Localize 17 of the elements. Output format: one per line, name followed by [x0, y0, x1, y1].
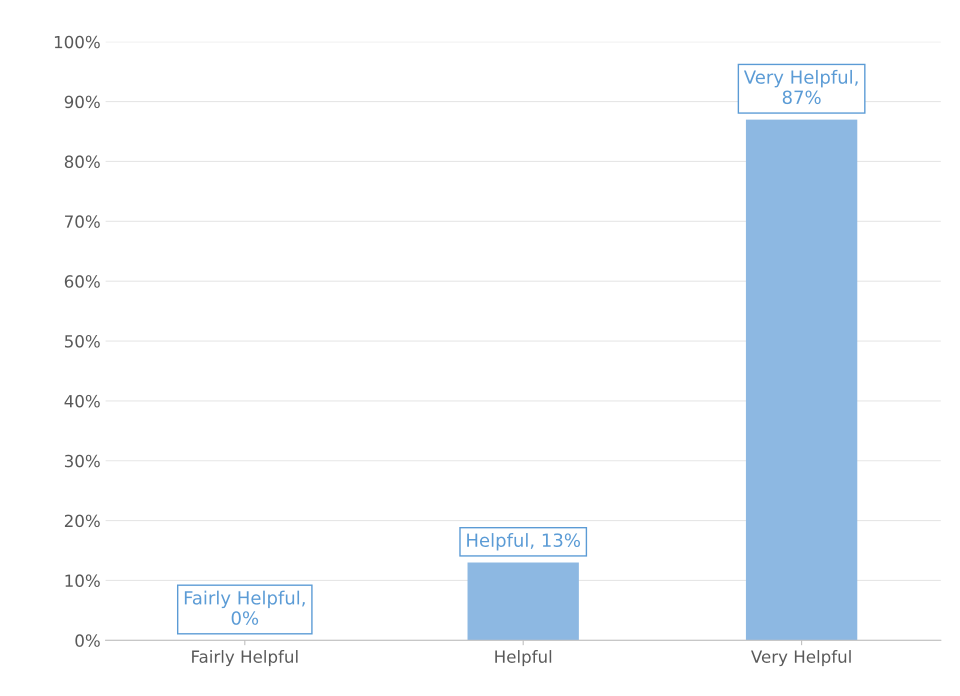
y-tick-label: 20% [64, 514, 100, 528]
y-tick-label: 10% [66, 574, 100, 588]
y-tick-label: 60% [64, 275, 100, 288]
data-label: Very Helpful, 87% [744, 70, 858, 104]
x-tick-label: Fairly Helpful [192, 650, 298, 666]
y-tick-label: 30% [64, 454, 100, 468]
y-tick-label: 40% [64, 394, 100, 408]
y-tick-label: 90% [64, 96, 100, 108]
y-tick-label: 50% [64, 335, 100, 348]
y-tick-label: 0% [75, 634, 100, 647]
y-tick-label: 70% [65, 215, 100, 228]
y-tick-label: 80% [64, 155, 100, 168]
data-label: Fairly Helpful, 0% [184, 590, 305, 625]
x-tick-label: Very Helpful [751, 650, 851, 666]
y-tick-label: 100% [54, 36, 100, 48]
x-tick-label: Helpful [495, 650, 552, 666]
data-label: Helpful, 13% [467, 533, 580, 551]
